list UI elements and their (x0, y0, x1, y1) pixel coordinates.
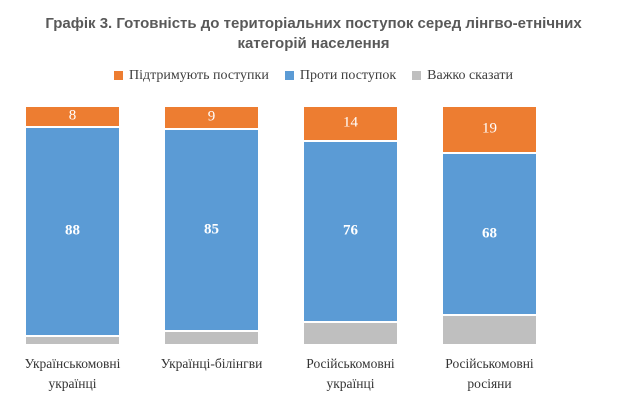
bar-column: 8 88 (3, 106, 142, 345)
stacked-bar: 19 68 (443, 106, 536, 345)
chart-container: Графік 3. Готовність до територіальних п… (0, 14, 627, 394)
bar-segment: 9 (165, 106, 258, 128)
bar-value-label: 19 (482, 120, 497, 137)
bar-value-label: 68 (482, 225, 497, 242)
legend-item-support: Підтримують поступки (114, 68, 269, 84)
bar-segment: 8 (26, 106, 119, 126)
legend-swatch (412, 71, 422, 80)
bar-segment (443, 313, 536, 345)
stacked-bar: 8 88 (26, 106, 119, 345)
category-axis: Українськомовні українці Українці-білінгв… (3, 354, 559, 395)
category-label: Російськомовні росіяни (445, 355, 534, 391)
legend-item-against: Проти поступок (284, 67, 397, 84)
legend-item-hard-to-say: Важко сказати (412, 68, 513, 84)
bar-segment: 19 (443, 106, 536, 152)
bar-column: 14 76 (281, 106, 420, 345)
chart-title: Графік 3. Готовність до територіальних п… (45, 15, 582, 53)
bar-value-label: 9 (207, 108, 216, 125)
bar-value-label: 14 (343, 114, 358, 131)
bar-segment: 14 (304, 106, 397, 140)
legend-label: Важко сказати (427, 67, 513, 83)
bar-segment (304, 320, 397, 345)
bar-segment (165, 330, 258, 345)
bar-segment: 68 (443, 151, 536, 314)
legend-swatch (114, 71, 123, 80)
legend-label: Проти поступок (299, 67, 397, 83)
legend-label: Підтримують поступки (129, 67, 269, 83)
chart-legend: Підтримують поступки Проти поступок Важк… (0, 68, 627, 84)
bar-value-label: 76 (343, 222, 358, 239)
bar-segment: 88 (26, 125, 119, 335)
category-label: Російськомовні українці (306, 355, 395, 391)
bar-value-label: 88 (65, 222, 80, 239)
bar-column: 9 85 (142, 106, 281, 345)
bar-value-label: 8 (68, 107, 77, 124)
plot-area: 8 88 9 85 14 76 19 68 (3, 106, 559, 345)
category-label: Українці-білінгви (160, 355, 263, 371)
legend-swatch (284, 71, 294, 80)
stacked-bar: 14 76 (304, 106, 397, 345)
category-label: Українськомовні українці (24, 355, 121, 391)
bar-segment (26, 334, 119, 345)
bar-segment: 76 (304, 139, 397, 321)
bar-column: 19 68 (420, 106, 559, 345)
bar-value-label: 85 (204, 221, 219, 238)
bar-segment: 85 (165, 127, 258, 331)
stacked-bar: 9 85 (165, 106, 258, 345)
